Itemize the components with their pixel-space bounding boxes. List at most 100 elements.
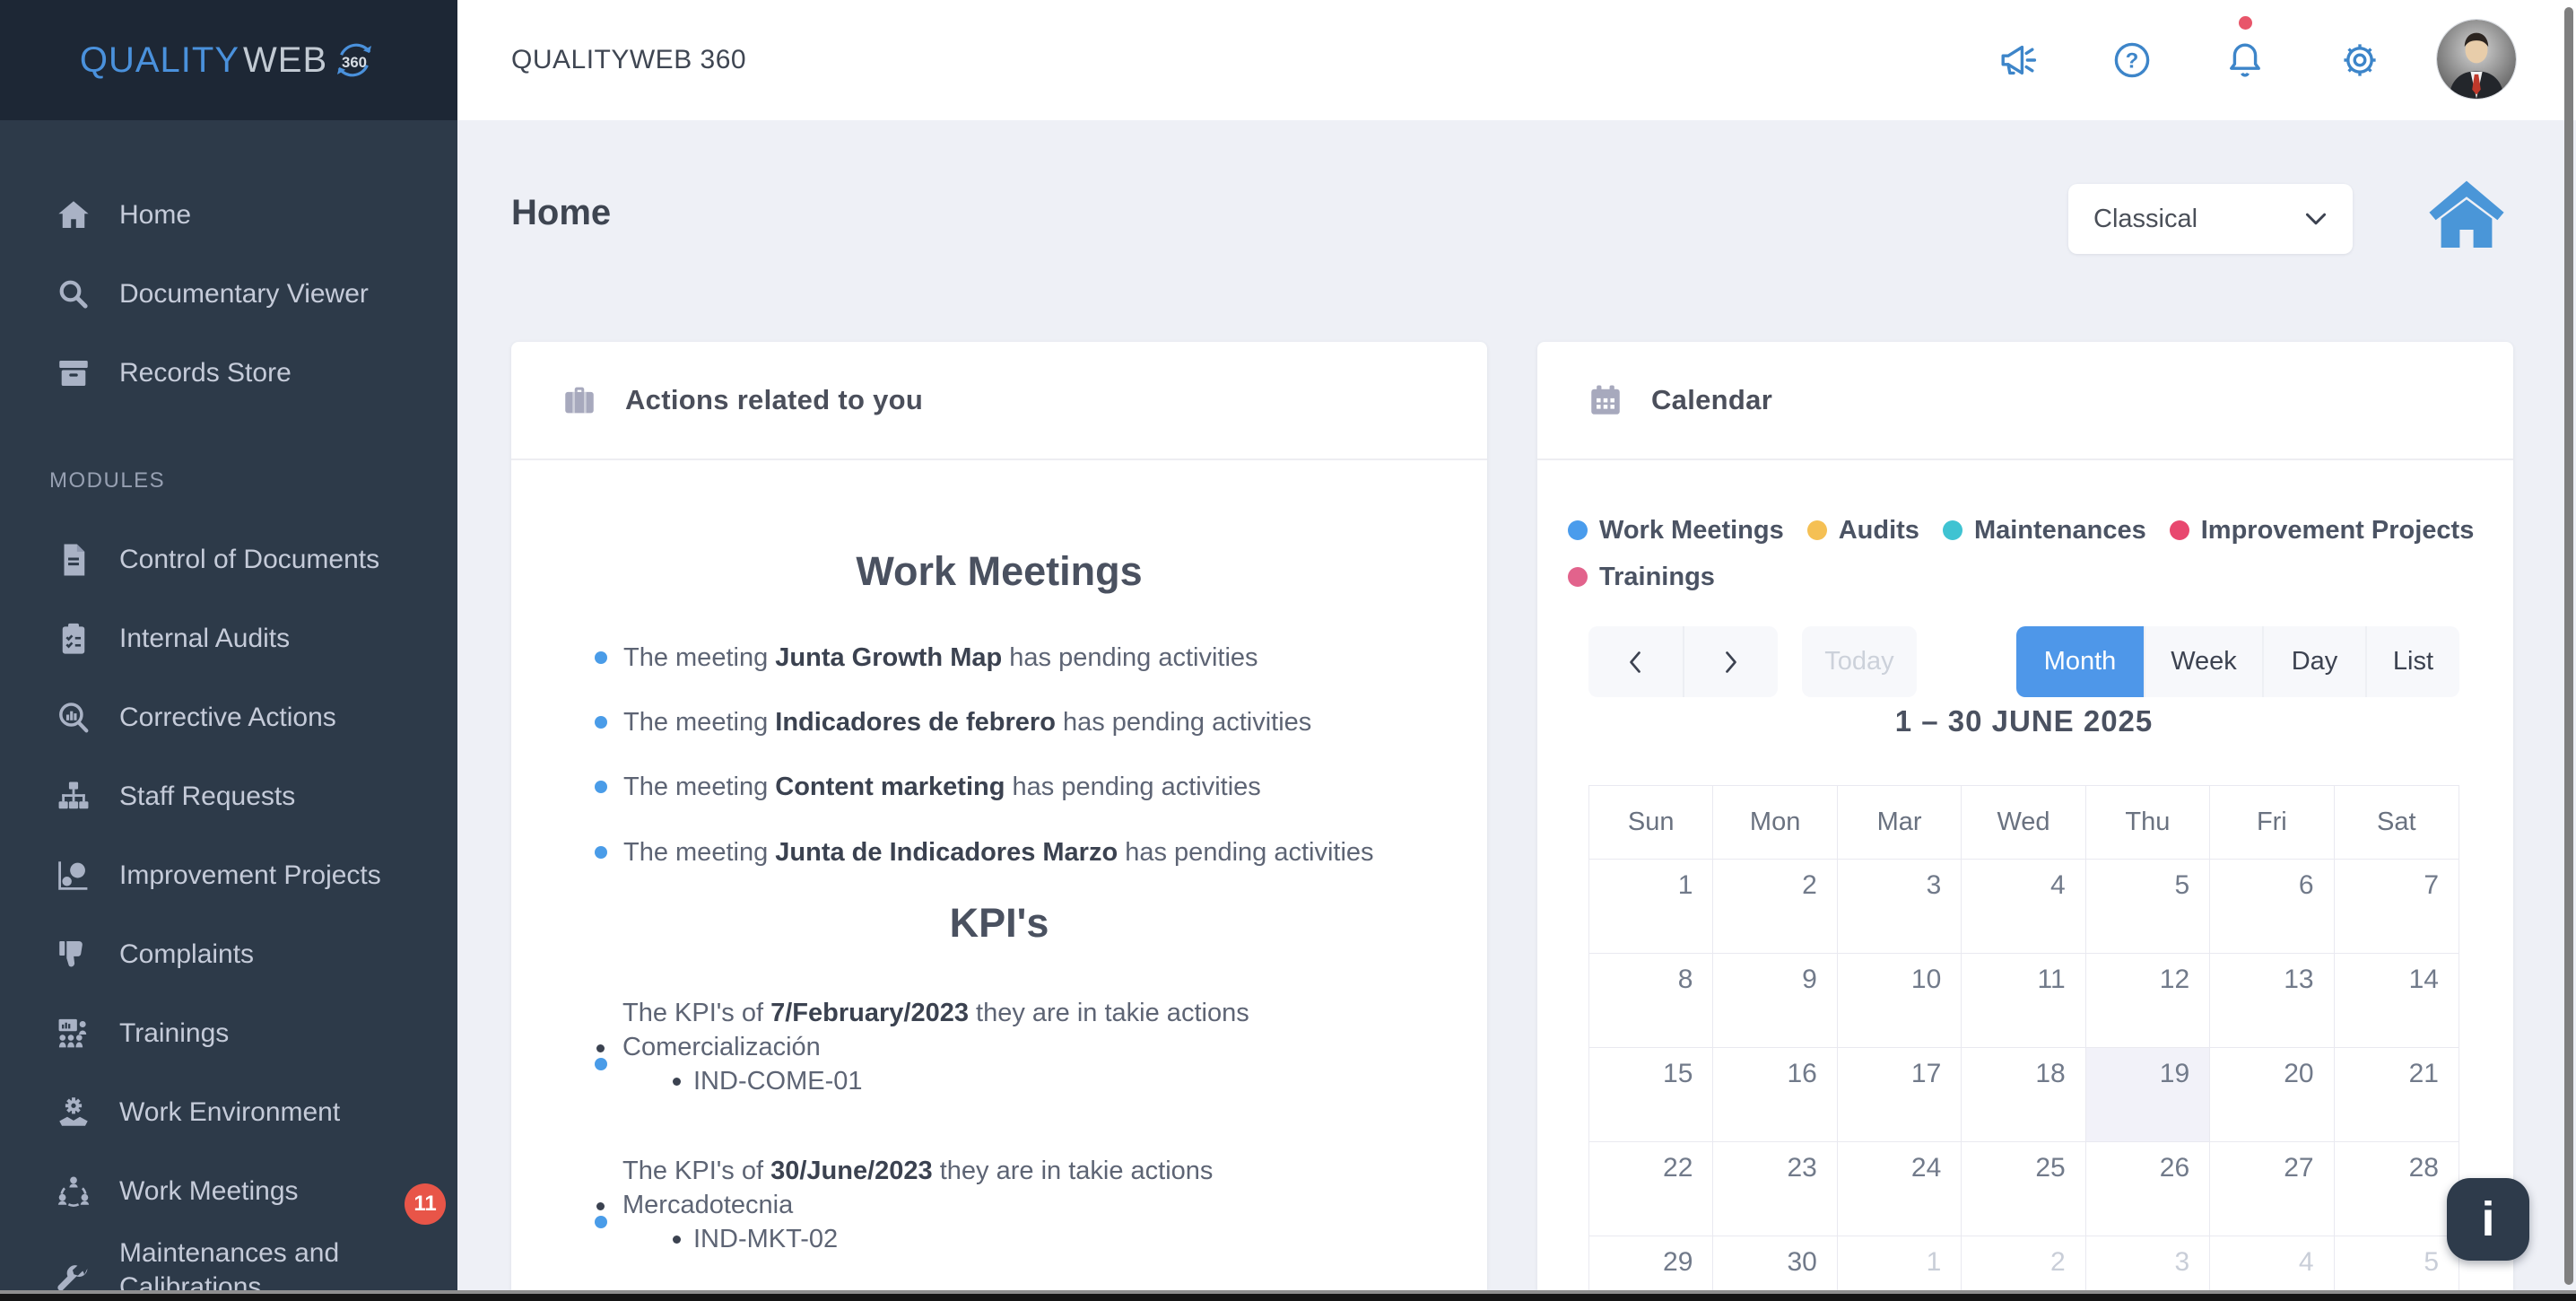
svg-text:360: 360 [342, 54, 367, 71]
sidebar-item-improvement-projects[interactable]: Improvement Projects [53, 849, 439, 903]
legend-item-audits: Audits [1806, 512, 1919, 548]
calendar-day-next-month[interactable]: 1 [1838, 1236, 1962, 1290]
calendar-day-next-month[interactable]: 3 [2086, 1236, 2211, 1290]
kpi-line: The KPI's of 7/February/2023 they are in… [622, 999, 1249, 1027]
calendar-day[interactable]: 8 [1589, 954, 1714, 1048]
sidebar-item-corrective-actions[interactable]: Corrective Actions [53, 691, 439, 745]
sidebar-item-records-store[interactable]: Records Store [53, 346, 439, 400]
notifications-icon[interactable] [2224, 39, 2267, 82]
calendar-day[interactable]: 9 [1713, 954, 1838, 1048]
settings-gear-icon[interactable] [2338, 39, 2381, 82]
calendar-day[interactable]: 15 [1589, 1048, 1714, 1142]
sidebar-item-internal-audits[interactable]: Internal Audits [53, 612, 439, 666]
calendar-day[interactable]: 29 [1589, 1236, 1714, 1290]
today-button[interactable]: Today [1802, 626, 1917, 697]
info-button[interactable]: i [2447, 1178, 2529, 1261]
sidebar-item-work-environment[interactable]: Work Environment [53, 1086, 439, 1139]
calendar-day[interactable]: 25 [1962, 1142, 2086, 1236]
home-shortcut-icon[interactable] [2424, 172, 2510, 258]
sidebar-item-documentary-viewer[interactable]: Documentary Viewer [53, 267, 439, 321]
calendar-view-switcher: Month Week Day List [2016, 626, 2459, 697]
calendar-day[interactable]: 26 [2085, 1142, 2211, 1236]
calendar-day[interactable]: 6 [2210, 860, 2335, 954]
legend-item-work-meetings: Work Meetings [1568, 512, 1784, 548]
calendar-day-today[interactable]: 19 [2085, 1048, 2211, 1142]
bubbles-chart-icon [53, 855, 94, 896]
calendar-day-next-month[interactable]: 4 [2210, 1236, 2335, 1290]
sidebar-item-home[interactable]: Home [53, 188, 439, 242]
logo-text-primary: QUALITY [79, 39, 240, 80]
calendar-day[interactable]: 22 [1589, 1142, 1714, 1236]
legend-item-improvement-projects: Improvement Projects [2169, 512, 2474, 548]
vertical-scrollbar[interactable] [2564, 7, 2573, 1285]
app-logo[interactable]: QUALITY WEB 360 [0, 0, 457, 120]
sidebar-item-label: Control of Documents [119, 545, 380, 574]
view-day-button[interactable]: Day [2262, 626, 2365, 697]
calendar-day[interactable]: 13 [2210, 954, 2335, 1048]
day-header: Mar [1837, 786, 1962, 860]
view-list-button[interactable]: List [2365, 626, 2459, 697]
calendar-day[interactable]: 30 [1713, 1236, 1838, 1290]
bullet-icon [595, 1058, 607, 1070]
calendar-day[interactable]: 3 [1837, 860, 1962, 954]
legend-dot [1568, 520, 1588, 540]
sidebar-item-label: Internal Audits [119, 624, 291, 653]
kpi-code-item: IND-MKT-02 [673, 1225, 838, 1254]
sidebar-item-label: Records Store [119, 358, 292, 388]
meeting-item: The meeting Junta Growth Map has pending… [595, 638, 1258, 677]
calendar-day[interactable]: 11 [1962, 954, 2086, 1048]
view-month-button[interactable]: Month [2016, 626, 2144, 697]
calendar-day[interactable]: 2 [1713, 860, 1838, 954]
logo-text-secondary: WEB [243, 39, 328, 80]
sidebar-item-work-meetings[interactable]: Work Meetings [53, 1165, 439, 1218]
view-week-button[interactable]: Week [2144, 626, 2262, 697]
calendar-legend: Work Meetings Audits Maintenances Improv… [1568, 512, 2485, 595]
calendar-day[interactable]: 28 [2334, 1142, 2459, 1236]
archive-icon [53, 353, 94, 394]
legend-item-trainings: Trainings [1568, 559, 1715, 595]
calendar-day[interactable]: 4 [1962, 860, 2086, 954]
bullet-icon [673, 1236, 681, 1244]
calendar-day[interactable]: 16 [1713, 1048, 1838, 1142]
calendar-day[interactable]: 1 [1589, 860, 1714, 954]
calendar-day-next-month[interactable]: 5 [2335, 1236, 2459, 1290]
user-avatar[interactable] [2437, 20, 2516, 99]
legend-dot [1806, 520, 1827, 540]
prev-month-button[interactable] [1588, 626, 1683, 697]
calendar-day[interactable]: 20 [2210, 1048, 2335, 1142]
chevron-down-icon [2305, 213, 2327, 225]
sidebar-item-complaints[interactable]: Complaints [53, 928, 439, 982]
page-title: Home [511, 193, 612, 232]
calendar-day[interactable]: 17 [1837, 1048, 1962, 1142]
magnifier-chart-icon [53, 697, 94, 738]
sidebar-item-trainings[interactable]: Trainings [53, 1007, 439, 1061]
briefcase-icon [561, 381, 598, 419]
sidebar-item-control-of-documents[interactable]: Control of Documents [53, 533, 439, 587]
calendar-day[interactable]: 12 [2085, 954, 2211, 1048]
home-icon [53, 195, 94, 236]
sidebar-item-staff-requests[interactable]: Staff Requests [53, 770, 439, 824]
calendar-grid: Sun Mon Mar Wed Thu Fri Sat 1 2 3 4 5 6 … [1588, 785, 2459, 1290]
calendar-day[interactable]: 5 [2085, 860, 2211, 954]
calendar-day[interactable]: 23 [1713, 1142, 1838, 1236]
calendar-day[interactable]: 27 [2210, 1142, 2335, 1236]
megaphone-icon[interactable] [1997, 39, 2040, 82]
calendar-day[interactable]: 14 [2334, 954, 2459, 1048]
next-month-button[interactable] [1682, 626, 1779, 697]
calendar-day[interactable]: 7 [2334, 860, 2459, 954]
calendar-day[interactable]: 18 [1962, 1048, 2086, 1142]
calendar-day-next-month[interactable]: 2 [1962, 1236, 2086, 1290]
view-selector-dropdown[interactable]: Classical [2068, 184, 2353, 254]
day-header: Sat [2334, 786, 2459, 860]
help-icon[interactable]: ? [2110, 39, 2154, 82]
calendar-day[interactable]: 24 [1837, 1142, 1962, 1236]
sidebar-item-label: Staff Requests [119, 781, 296, 811]
calendar-day[interactable]: 10 [1837, 954, 1962, 1048]
people-cycle-icon [53, 1171, 94, 1212]
sidebar-item-label: Documentary Viewer [119, 279, 369, 309]
legend-dot [2169, 520, 2189, 540]
day-header: Wed [1962, 786, 2086, 860]
calendar-day[interactable]: 21 [2334, 1048, 2459, 1142]
bullet-icon [595, 651, 607, 664]
meeting-item: The meeting Junta de Indicadores Marzo h… [595, 833, 1374, 872]
